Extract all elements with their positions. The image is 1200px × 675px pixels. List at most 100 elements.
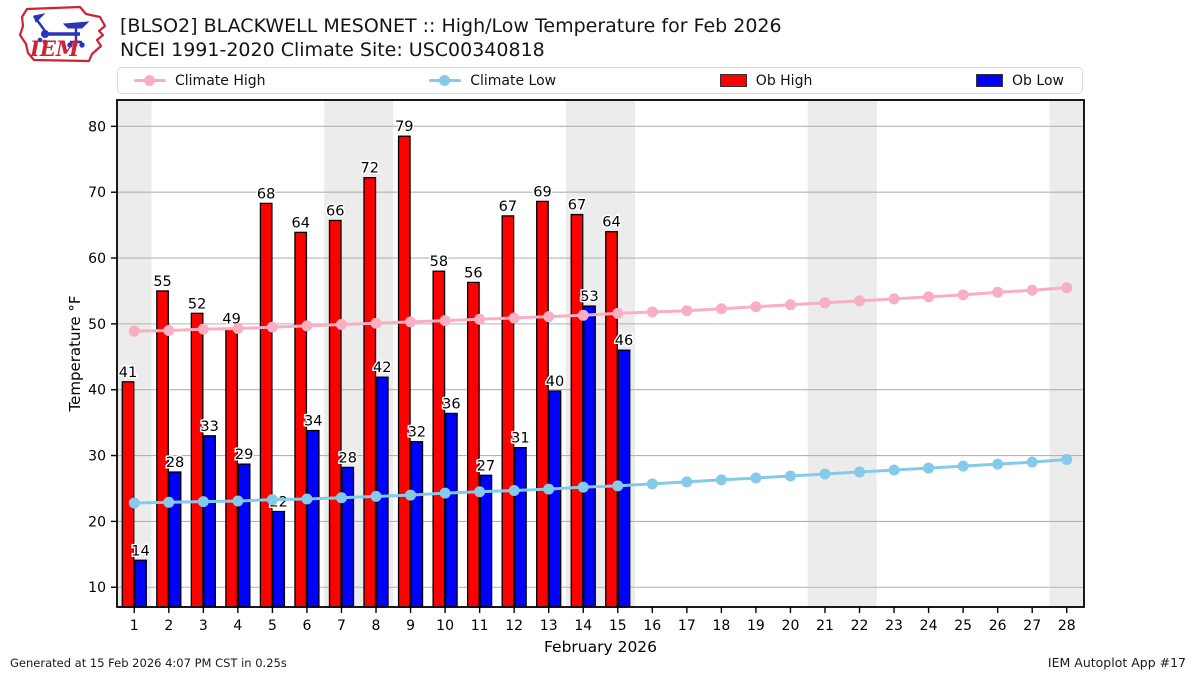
ob-high-value-label: 79	[395, 119, 413, 135]
x-tick-label: 17	[678, 618, 696, 634]
x-tick-label: 27	[1023, 618, 1041, 634]
generated-timestamp: Generated at 15 Feb 2026 4:07 PM CST in …	[10, 656, 287, 670]
climate-low-legend-swatch	[429, 75, 462, 86]
ob-high-value-label: 64	[291, 215, 309, 231]
ob-high-bar	[605, 231, 618, 608]
x-tick-label: 6	[302, 618, 311, 634]
climate-low-marker	[957, 460, 969, 472]
climate-low-marker	[405, 489, 417, 501]
ob-low-value-label: 40	[546, 374, 564, 390]
climate-low-marker	[543, 483, 555, 495]
x-tick-label: 11	[471, 618, 489, 634]
x-tick-label: 12	[505, 618, 523, 634]
climate-low-marker	[439, 487, 451, 499]
ob-high-bar	[225, 327, 239, 608]
ob-high-bar	[121, 381, 135, 608]
climate-high-marker	[163, 324, 175, 336]
climate-low-marker	[301, 493, 313, 505]
climate-low-marker	[681, 476, 693, 488]
ob-high-value-label: 41	[119, 365, 137, 381]
ob-high-bar	[536, 200, 549, 608]
climate-low-marker	[197, 496, 209, 508]
legend-label: Ob High	[755, 72, 813, 89]
legend-item-ob-high: Ob High	[719, 72, 813, 89]
climate-low-marker	[474, 486, 486, 498]
x-tick-label: 24	[920, 618, 938, 634]
ob-low-value-label: 34	[304, 414, 322, 430]
ob-high-value-label: 66	[326, 203, 344, 219]
ob-high-value-label: 56	[464, 265, 482, 281]
climate-low-marker	[923, 462, 935, 474]
climate-high-marker	[439, 315, 451, 327]
ob-low-value-label: 28	[339, 450, 357, 466]
ob-low-value-label: 28	[166, 455, 184, 471]
x-tick-label: 14	[574, 618, 592, 634]
ob-low-bar	[272, 510, 286, 608]
ob-high-bar	[466, 281, 480, 608]
ob-high-bar	[328, 219, 342, 608]
ob-high-value-label: 67	[499, 199, 517, 215]
climate-high-marker	[715, 303, 727, 315]
x-tick-label: 23	[885, 618, 903, 634]
ob-low-bar	[203, 435, 216, 608]
ob-high-value-label: 68	[257, 186, 275, 202]
chart-subtitle: NCEI 1991-2020 Climate Site: USC00340818	[120, 39, 545, 61]
climate-high-marker	[819, 297, 831, 309]
climate-low-marker	[784, 470, 796, 482]
y-tick-label: 20	[88, 514, 106, 530]
climate-low-marker	[370, 490, 382, 502]
app-credit: IEM Autoplot App #17	[1047, 655, 1186, 670]
ob-high-value-label: 64	[602, 215, 620, 231]
climate-high-marker	[266, 321, 278, 333]
climate-high-marker	[1026, 284, 1038, 296]
ob-low-bar	[134, 559, 147, 608]
ob-high-value-label: 55	[153, 274, 171, 290]
climate-high-marker	[335, 319, 347, 331]
climate-high-marker	[854, 295, 866, 307]
ob-high-value-label: 67	[568, 198, 586, 214]
x-tick-label: 21	[816, 618, 834, 634]
ob-low-value-label: 27	[477, 458, 495, 474]
ob-high-value-label: 58	[430, 254, 448, 270]
climate-high-marker	[1061, 282, 1073, 294]
x-tick-label: 9	[406, 618, 415, 634]
ob-low-legend-swatch	[976, 74, 1004, 87]
weather-station-icon	[32, 13, 90, 48]
x-tick-label: 8	[372, 618, 381, 634]
climate-high-line	[132, 286, 1069, 333]
x-tick-label: 22	[851, 618, 869, 634]
climate-low-marker	[992, 458, 1004, 470]
ob-low-bar	[514, 447, 527, 608]
weekend-band	[1049, 100, 1084, 607]
ob-high-bar	[363, 177, 377, 608]
x-tick-label: 20	[782, 618, 800, 634]
climate-high-marker	[370, 317, 382, 329]
ob-low-bar	[410, 441, 424, 608]
climate-high-marker	[474, 313, 486, 325]
ob-low-value-label: 31	[511, 431, 529, 447]
legend-label: Climate Low	[470, 72, 557, 89]
ob-high-value-label: 52	[188, 296, 206, 312]
y-tick-label: 40	[88, 383, 106, 399]
ob-high-value-label: 69	[533, 184, 551, 200]
legend-item-climate-high: Climate High	[134, 73, 266, 89]
ob-high-bar	[397, 135, 411, 608]
plot-border	[116, 99, 1085, 608]
climate-low-marker	[1061, 454, 1073, 466]
ob-high-legend-swatch	[719, 74, 747, 87]
ob-low-bar	[237, 463, 251, 608]
x-tick-label: 25	[954, 618, 972, 634]
climate-low-marker	[854, 466, 866, 478]
chart-title-block: [BLSO2] BLACKWELL MESONET :: High/Low Te…	[120, 14, 782, 62]
x-tick-label: 3	[199, 618, 208, 634]
climate-low-marker	[1026, 456, 1038, 468]
climate-low-marker	[577, 481, 589, 493]
climate-high-marker	[301, 320, 313, 332]
ob-low-value-label: 33	[200, 419, 218, 435]
climate-low-marker	[819, 468, 831, 480]
climate-high-marker	[923, 291, 935, 303]
y-tick-label: 50	[88, 317, 106, 333]
x-tick-label: 26	[989, 618, 1007, 634]
